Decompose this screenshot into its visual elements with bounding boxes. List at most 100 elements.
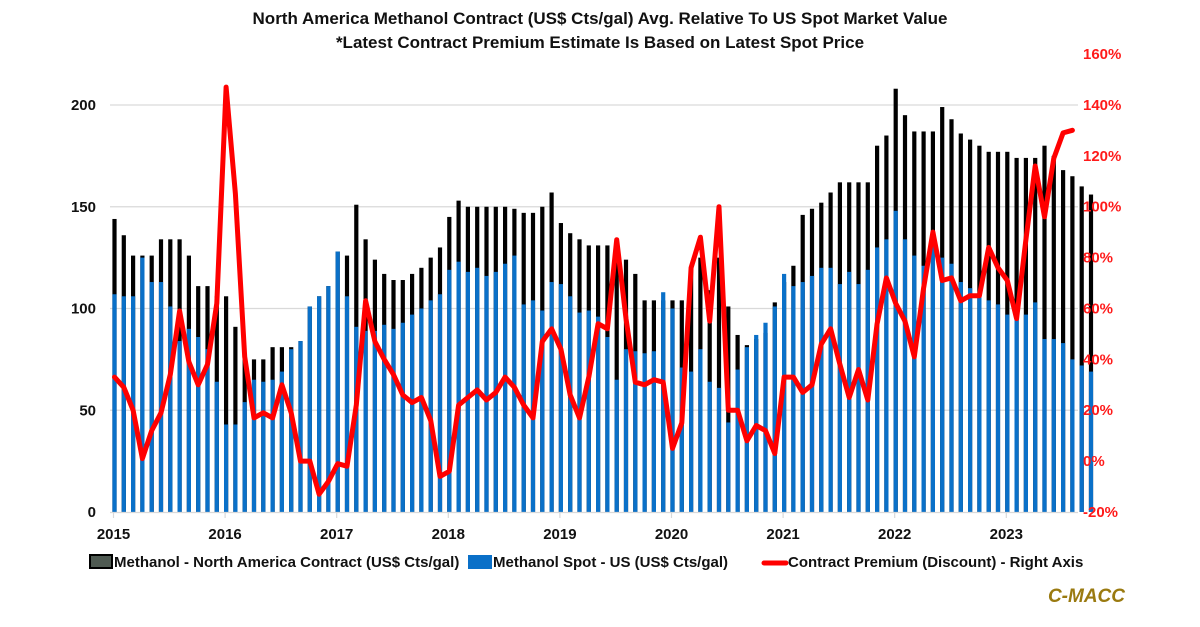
brand-logo: C-MACC bbox=[1048, 586, 1125, 607]
spot-bar bbox=[242, 402, 247, 512]
spot-bar bbox=[679, 367, 684, 512]
contract-bar bbox=[1079, 186, 1084, 512]
spot-bar bbox=[800, 282, 805, 512]
spot-bar bbox=[112, 294, 117, 512]
spot-bar bbox=[261, 381, 266, 512]
premium-line-path bbox=[112, 84, 1075, 497]
legend: Methanol - North America Contract (US$ C… bbox=[89, 554, 1083, 571]
right-axis-tick-label: 0% bbox=[1083, 453, 1105, 470]
spot-bar bbox=[1088, 371, 1094, 512]
spot-bar bbox=[568, 296, 573, 512]
spot-bar bbox=[1005, 314, 1010, 512]
x-axis-tick-label: 2016 bbox=[208, 526, 241, 543]
spot-bar bbox=[986, 300, 991, 512]
spot-bar bbox=[540, 310, 545, 512]
spot-bar bbox=[744, 347, 749, 512]
left-axis: 0 50 100 150 200 bbox=[71, 97, 96, 521]
spot-bar bbox=[977, 294, 982, 512]
x-axis-tick-label: 2022 bbox=[878, 526, 911, 543]
spot-bar bbox=[168, 306, 173, 512]
spot-bar bbox=[614, 379, 619, 512]
spot-bar bbox=[1033, 302, 1038, 512]
spot-bar bbox=[279, 371, 284, 512]
left-axis-tick-label: 100 bbox=[71, 301, 96, 318]
right-axis-tick-label: -20% bbox=[1083, 504, 1118, 521]
right-axis-tick-label: 160% bbox=[1083, 46, 1121, 63]
spot-bar bbox=[437, 294, 443, 512]
x-axis-tick-label: 2023 bbox=[990, 526, 1023, 543]
spot-bar bbox=[1079, 365, 1084, 512]
spot-bar bbox=[596, 316, 601, 512]
spot-bars bbox=[112, 210, 1094, 512]
spot-bar bbox=[921, 265, 926, 512]
right-axis-tick-label: 120% bbox=[1083, 148, 1121, 165]
contract-bar bbox=[614, 245, 619, 513]
left-axis-tick-label: 200 bbox=[71, 97, 96, 114]
spot-bar bbox=[893, 210, 898, 512]
spot-bar bbox=[419, 308, 424, 512]
spot-bar bbox=[856, 284, 861, 512]
spot-bar bbox=[586, 310, 591, 512]
spot-bar bbox=[251, 379, 257, 512]
spot-bar bbox=[400, 322, 405, 512]
x-axis-tick-label: 2018 bbox=[432, 526, 465, 543]
legend-swatch-contract bbox=[89, 554, 113, 569]
chart-subtitle: *Latest Contract Premium Estimate Is Bas… bbox=[336, 33, 864, 52]
spot-bar bbox=[605, 336, 610, 512]
spot-bar bbox=[428, 300, 433, 512]
legend-label-contract: Methanol - North America Contract (US$ C… bbox=[114, 554, 459, 571]
spot-bar bbox=[670, 308, 675, 512]
gridlines bbox=[110, 104, 1078, 411]
spot-bar bbox=[940, 257, 945, 512]
x-axis-tick-label: 2021 bbox=[766, 526, 799, 543]
contract-bar bbox=[1051, 155, 1056, 512]
x-axis-tick-label: 2020 bbox=[655, 526, 688, 543]
spot-bar bbox=[716, 387, 722, 512]
left-axis-tick-label: 0 bbox=[88, 504, 96, 521]
spot-bar bbox=[307, 306, 312, 512]
spot-bar bbox=[902, 239, 908, 512]
spot-bar bbox=[1023, 314, 1028, 512]
spot-bar bbox=[503, 263, 508, 512]
spot-bar bbox=[456, 261, 461, 512]
spot-bar bbox=[633, 351, 638, 512]
spot-bar bbox=[233, 424, 238, 512]
right-axis-tick-label: 40% bbox=[1083, 351, 1113, 368]
spot-bar bbox=[642, 353, 647, 512]
spot-bar bbox=[447, 269, 452, 512]
spot-bar bbox=[949, 263, 954, 512]
spot-bar bbox=[1070, 359, 1075, 512]
legend-item-spot: Methanol Spot - US (US$ Cts/gal) bbox=[468, 554, 728, 571]
spot-bar bbox=[298, 341, 303, 512]
contract-bar bbox=[1088, 194, 1094, 513]
spot-bar bbox=[344, 296, 350, 512]
spot-bar bbox=[875, 247, 880, 512]
spot-bar bbox=[958, 282, 963, 512]
spot-bar bbox=[791, 286, 796, 512]
x-axis: 2015 2016 2017 2018 2019 2020 2021 2022 2023 bbox=[97, 511, 1078, 543]
spot-bar bbox=[837, 284, 842, 512]
spot-bar bbox=[1061, 343, 1066, 512]
spot-bar bbox=[484, 275, 489, 512]
right-axis-tick-label: 140% bbox=[1083, 97, 1121, 114]
spot-bar bbox=[1051, 339, 1056, 512]
spot-bar bbox=[391, 328, 396, 512]
spot-bar bbox=[772, 306, 777, 512]
legend-item-contract: Methanol - North America Contract (US$ C… bbox=[89, 554, 459, 571]
right-axis-tick-label: 20% bbox=[1083, 402, 1113, 419]
spot-bar bbox=[270, 379, 275, 512]
spot-bar bbox=[224, 424, 229, 512]
spot-bar bbox=[809, 275, 815, 512]
spot-bar bbox=[698, 349, 703, 512]
contract-bar bbox=[1070, 176, 1075, 512]
spot-bar bbox=[819, 267, 824, 512]
right-axis-tick-label: 60% bbox=[1083, 300, 1113, 317]
spot-bar bbox=[661, 292, 666, 512]
legend-label-premium: Contract Premium (Discount) - Right Axis bbox=[788, 554, 1083, 571]
spot-bar bbox=[1042, 339, 1047, 512]
spot-bar bbox=[1014, 308, 1019, 512]
spot-bar bbox=[196, 336, 201, 512]
spot-bar bbox=[735, 369, 740, 512]
spot-bar bbox=[930, 241, 935, 512]
